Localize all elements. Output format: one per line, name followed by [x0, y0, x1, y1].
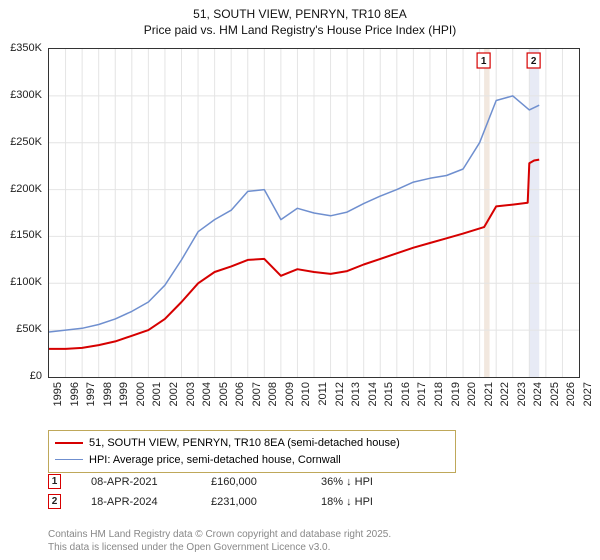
- x-tick-label: 2018: [433, 382, 445, 406]
- title-line1: 51, SOUTH VIEW, PENRYN, TR10 8EA: [0, 6, 600, 22]
- x-tick-label: 2009: [284, 382, 296, 406]
- y-tick-label: £350K: [10, 42, 42, 54]
- x-tick-label: 2024: [532, 382, 544, 406]
- chart-plot-area: 12: [48, 48, 580, 378]
- sale-marker-icon: 2: [48, 494, 61, 509]
- x-tick-label: 1996: [69, 382, 81, 406]
- sale-pct: 18% ↓ HPI: [321, 496, 411, 508]
- title-line2: Price paid vs. HM Land Registry's House …: [0, 22, 600, 38]
- x-tick-label: 2007: [251, 382, 263, 406]
- legend-swatch: [55, 459, 83, 460]
- x-tick-label: 2014: [367, 382, 379, 406]
- y-tick-label: £0: [30, 370, 42, 382]
- x-tick-label: 2016: [400, 382, 412, 406]
- legend-label: HPI: Average price, semi-detached house,…: [89, 452, 341, 469]
- sale-date: 18-APR-2024: [91, 496, 181, 508]
- sale-date: 08-APR-2021: [91, 476, 181, 488]
- x-tick-label: 2006: [234, 382, 246, 406]
- x-tick-label: 2023: [516, 382, 528, 406]
- x-tick-label: 2019: [450, 382, 462, 406]
- x-tick-label: 1995: [52, 382, 64, 406]
- footer-line2: This data is licensed under the Open Gov…: [48, 541, 391, 554]
- chart-svg: 12: [49, 49, 579, 377]
- x-tick-label: 2020: [466, 382, 478, 406]
- sales-table: 1 08-APR-2021 £160,000 36% ↓ HPI 2 18-APR-202…: [48, 474, 411, 514]
- x-tick-label: 2005: [218, 382, 230, 406]
- title-block: 51, SOUTH VIEW, PENRYN, TR10 8EA Price p…: [0, 0, 600, 38]
- x-tick-label: 2010: [300, 382, 312, 406]
- x-tick-label: 2013: [350, 382, 362, 406]
- sale-price: £160,000: [211, 476, 291, 488]
- x-tick-label: 2008: [267, 382, 279, 406]
- svg-text:2: 2: [531, 56, 537, 67]
- x-tick-label: 2004: [201, 382, 213, 406]
- sale-pct: 36% ↓ HPI: [321, 476, 411, 488]
- legend-label: 51, SOUTH VIEW, PENRYN, TR10 8EA (semi-d…: [89, 435, 400, 452]
- x-tick-label: 2001: [151, 382, 163, 406]
- sale-price: £231,000: [211, 496, 291, 508]
- chart-container: 51, SOUTH VIEW, PENRYN, TR10 8EA Price p…: [0, 0, 600, 560]
- y-tick-label: £100K: [10, 276, 42, 288]
- sale-marker-icon: 1: [48, 474, 61, 489]
- x-tick-label: 2015: [383, 382, 395, 406]
- legend-item: HPI: Average price, semi-detached house,…: [55, 452, 449, 469]
- x-tick-label: 2021: [483, 382, 495, 406]
- svg-text:1: 1: [481, 56, 487, 67]
- x-axis-ticks: 1995 1996 1997 1998 1999 2000 2001 2002 2003 2004…: [48, 380, 580, 428]
- y-axis-ticks: £0£50K£100K£150K£200K£250K£300K£350K: [0, 48, 44, 378]
- footer-line1: Contains HM Land Registry data © Crown c…: [48, 528, 391, 541]
- x-tick-label: 2003: [185, 382, 197, 406]
- attribution-footer: Contains HM Land Registry data © Crown c…: [48, 528, 391, 554]
- x-tick-label: 2002: [168, 382, 180, 406]
- x-tick-label: 2022: [499, 382, 511, 406]
- x-tick-label: 2027: [582, 382, 594, 406]
- x-tick-label: 2012: [334, 382, 346, 406]
- x-tick-label: 1997: [85, 382, 97, 406]
- x-tick-label: 2017: [416, 382, 428, 406]
- x-tick-label: 1999: [118, 382, 130, 406]
- legend-item: 51, SOUTH VIEW, PENRYN, TR10 8EA (semi-d…: [55, 435, 449, 452]
- x-tick-label: 2026: [565, 382, 577, 406]
- legend-swatch: [55, 442, 83, 444]
- y-tick-label: £200K: [10, 183, 42, 195]
- x-tick-label: 2000: [135, 382, 147, 406]
- sale-row: 2 18-APR-2024 £231,000 18% ↓ HPI: [48, 494, 411, 509]
- sale-row: 1 08-APR-2021 £160,000 36% ↓ HPI: [48, 474, 411, 489]
- x-tick-label: 2011: [317, 382, 329, 406]
- y-tick-label: £250K: [10, 136, 42, 148]
- y-tick-label: £150K: [10, 229, 42, 241]
- x-tick-label: 1998: [102, 382, 114, 406]
- y-tick-label: £300K: [10, 89, 42, 101]
- x-tick-label: 2025: [549, 382, 561, 406]
- y-tick-label: £50K: [16, 323, 42, 335]
- legend: 51, SOUTH VIEW, PENRYN, TR10 8EA (semi-d…: [48, 430, 456, 473]
